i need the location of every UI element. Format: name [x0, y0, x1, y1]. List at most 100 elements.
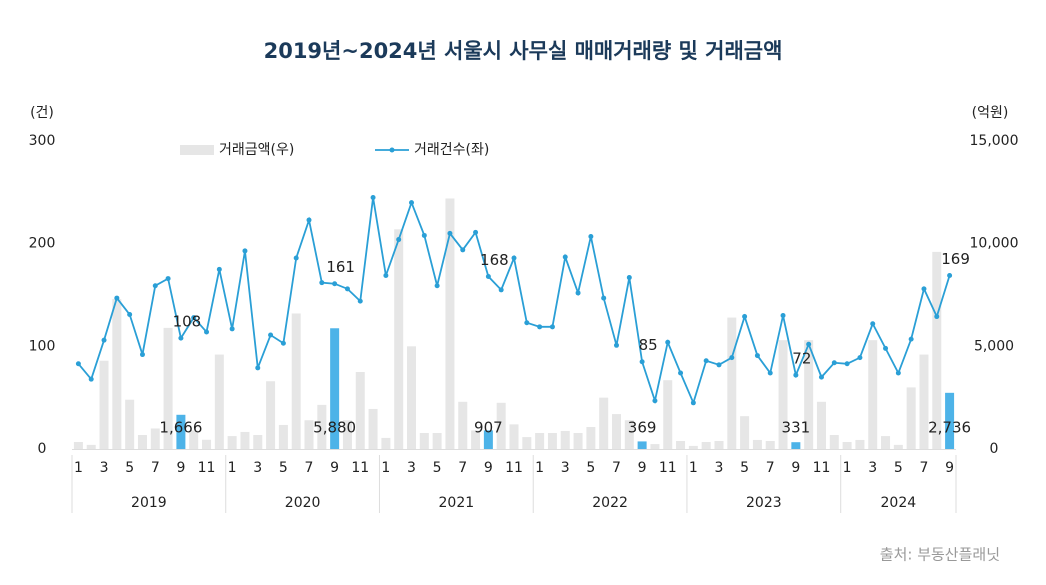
- line-point: [921, 286, 927, 292]
- bar: [471, 430, 481, 449]
- bar-value-label: 331: [782, 419, 811, 437]
- x-tick-label: 7: [305, 460, 314, 476]
- legend-swatch: [180, 145, 214, 155]
- line-point: [447, 230, 453, 236]
- bar: [816, 401, 826, 449]
- bar: [419, 432, 429, 449]
- x-tick-label: 1: [689, 460, 698, 476]
- bar: [458, 401, 468, 449]
- line-value-label: 108: [173, 313, 202, 331]
- bar: [522, 437, 532, 449]
- bar: [650, 444, 660, 449]
- bar: [932, 251, 942, 449]
- line-point: [75, 361, 81, 367]
- bar: [137, 435, 147, 449]
- x-tick-label: 9: [791, 460, 800, 476]
- bar: [740, 416, 750, 449]
- y2-tick-label: 5,000: [974, 338, 1014, 354]
- bar-value-label: 2,736: [928, 419, 971, 437]
- x-tick-label: 11: [659, 460, 677, 476]
- line-value-label: 169: [941, 250, 970, 268]
- year-label: 2020: [285, 495, 321, 511]
- x-tick-label: 5: [740, 460, 749, 476]
- line-point: [537, 324, 543, 330]
- bar: [368, 408, 378, 449]
- line-point: [678, 370, 684, 376]
- legend-swatch: [389, 147, 395, 153]
- line-value-label: 168: [480, 251, 509, 269]
- x-tick-label: 9: [176, 460, 185, 476]
- bar-value-label: 1,666: [159, 419, 202, 437]
- line-point: [511, 255, 517, 261]
- year-label: 2019: [131, 495, 167, 511]
- bar: [701, 442, 711, 449]
- bar: [714, 440, 724, 449]
- legend-label: 거래금액(우): [219, 142, 294, 158]
- bar: [496, 402, 506, 449]
- x-tick-label: 11: [198, 460, 216, 476]
- line-point: [716, 362, 722, 368]
- bar: [842, 442, 852, 449]
- bar: [535, 432, 545, 449]
- bar: [778, 340, 788, 449]
- bar: [560, 430, 570, 449]
- line-point: [639, 359, 645, 365]
- line-point: [806, 341, 812, 347]
- bar: [125, 399, 135, 449]
- x-tick-label: 5: [433, 460, 442, 476]
- line-point: [601, 295, 607, 301]
- year-label: 2023: [746, 495, 782, 511]
- bar: [150, 428, 160, 449]
- line-point: [844, 361, 850, 367]
- x-tick-label: 9: [330, 460, 339, 476]
- line-point: [588, 233, 594, 239]
- bar: [253, 435, 263, 449]
- x-tick-label: 9: [484, 460, 493, 476]
- bar: [663, 380, 673, 449]
- line-point: [191, 315, 197, 321]
- bar: [163, 327, 173, 449]
- x-tick-label: 7: [458, 460, 467, 476]
- x-tick-label: 7: [151, 460, 160, 476]
- source: 출처: 부동산플래닛: [880, 546, 1000, 564]
- x-tick-label: 1: [381, 460, 390, 476]
- line-point: [703, 358, 709, 364]
- bar: [547, 432, 557, 449]
- line-point: [498, 287, 504, 293]
- x-tick-label: 3: [407, 460, 416, 476]
- bar: [611, 414, 621, 449]
- bar: [304, 420, 314, 449]
- line-point: [229, 326, 235, 332]
- bar: [342, 420, 352, 449]
- bar: [752, 439, 762, 449]
- x-tick-label: 9: [945, 460, 954, 476]
- x-tick-label: 3: [868, 460, 877, 476]
- bar: [586, 427, 596, 449]
- line-point: [870, 321, 876, 327]
- line-point: [883, 345, 889, 351]
- bar: [509, 424, 519, 449]
- line-point: [152, 283, 158, 289]
- line-point: [793, 372, 799, 378]
- line-point: [242, 248, 248, 254]
- bar: [676, 440, 686, 449]
- bar: [407, 346, 417, 449]
- bar: [727, 317, 737, 449]
- bar: [278, 424, 288, 449]
- bar: [291, 313, 301, 449]
- bar: [445, 198, 455, 449]
- bar: [791, 442, 801, 449]
- bar-value-label: 5,880: [313, 419, 356, 437]
- line-point: [857, 355, 863, 361]
- bar: [266, 381, 276, 449]
- line-point: [485, 274, 491, 280]
- bar: [381, 437, 391, 449]
- line-point: [204, 329, 210, 335]
- x-tick-label: 5: [894, 460, 903, 476]
- year-label: 2024: [881, 495, 917, 511]
- x-tick-label: 7: [766, 460, 775, 476]
- line-point: [626, 275, 632, 281]
- bar: [483, 430, 493, 449]
- line-point: [742, 314, 748, 320]
- bar: [637, 441, 647, 449]
